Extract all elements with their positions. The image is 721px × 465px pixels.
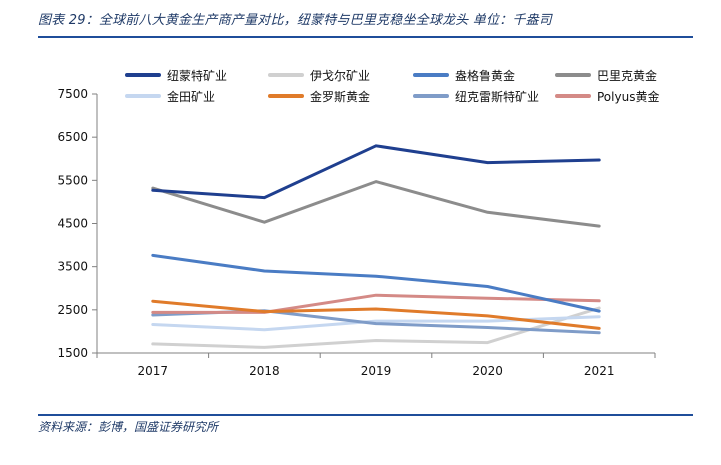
series-line-3 (151, 253, 601, 313)
y-tick-label: 5500 (57, 173, 88, 187)
y-tick-label: 6500 (57, 130, 88, 144)
y-tick-label: 3500 (57, 260, 88, 274)
series-line-2 (151, 306, 601, 349)
y-tick-label: 7500 (57, 87, 88, 101)
series-line-6 (151, 299, 601, 330)
source-note: 资料来源：彭博，国盛证券研究所 (38, 420, 219, 434)
series-line-4 (151, 180, 601, 228)
x-tick-label: 2020 (472, 364, 503, 378)
source-rule (38, 414, 693, 416)
x-tick-label: 2017 (138, 364, 169, 378)
series-line-8 (151, 293, 601, 314)
title-rule (38, 36, 693, 38)
x-tick-label: 2021 (584, 364, 615, 378)
x-tick-label: 2018 (249, 364, 280, 378)
y-tick-label: 2500 (57, 303, 88, 317)
series-line-1 (151, 144, 601, 200)
figure-title: 图表 29：全球前八大黄金生产商产量对比，纽蒙特与巴里克稳坐全球龙头 单位：千盎… (38, 13, 553, 28)
y-tick-label: 4500 (57, 217, 88, 231)
x-tick-label: 2019 (361, 364, 392, 378)
y-tick-label: 1500 (57, 346, 88, 360)
